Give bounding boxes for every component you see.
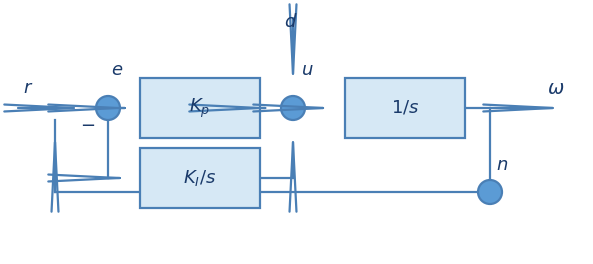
Circle shape xyxy=(478,180,502,204)
Text: $K_p$: $K_p$ xyxy=(189,96,211,120)
Text: $d$: $d$ xyxy=(284,13,298,31)
Circle shape xyxy=(281,96,305,120)
Bar xyxy=(345,78,465,138)
Text: $1/s$: $1/s$ xyxy=(391,99,419,117)
Text: $r$: $r$ xyxy=(23,79,33,97)
Text: $e$: $e$ xyxy=(111,61,123,79)
Text: $\omega$: $\omega$ xyxy=(547,78,565,97)
Text: $n$: $n$ xyxy=(496,156,508,174)
Bar xyxy=(140,78,260,138)
Text: $u$: $u$ xyxy=(301,61,313,79)
Text: $K_I/s$: $K_I/s$ xyxy=(183,168,216,188)
Text: $-$: $-$ xyxy=(81,115,95,133)
Bar xyxy=(140,148,260,208)
Circle shape xyxy=(96,96,120,120)
